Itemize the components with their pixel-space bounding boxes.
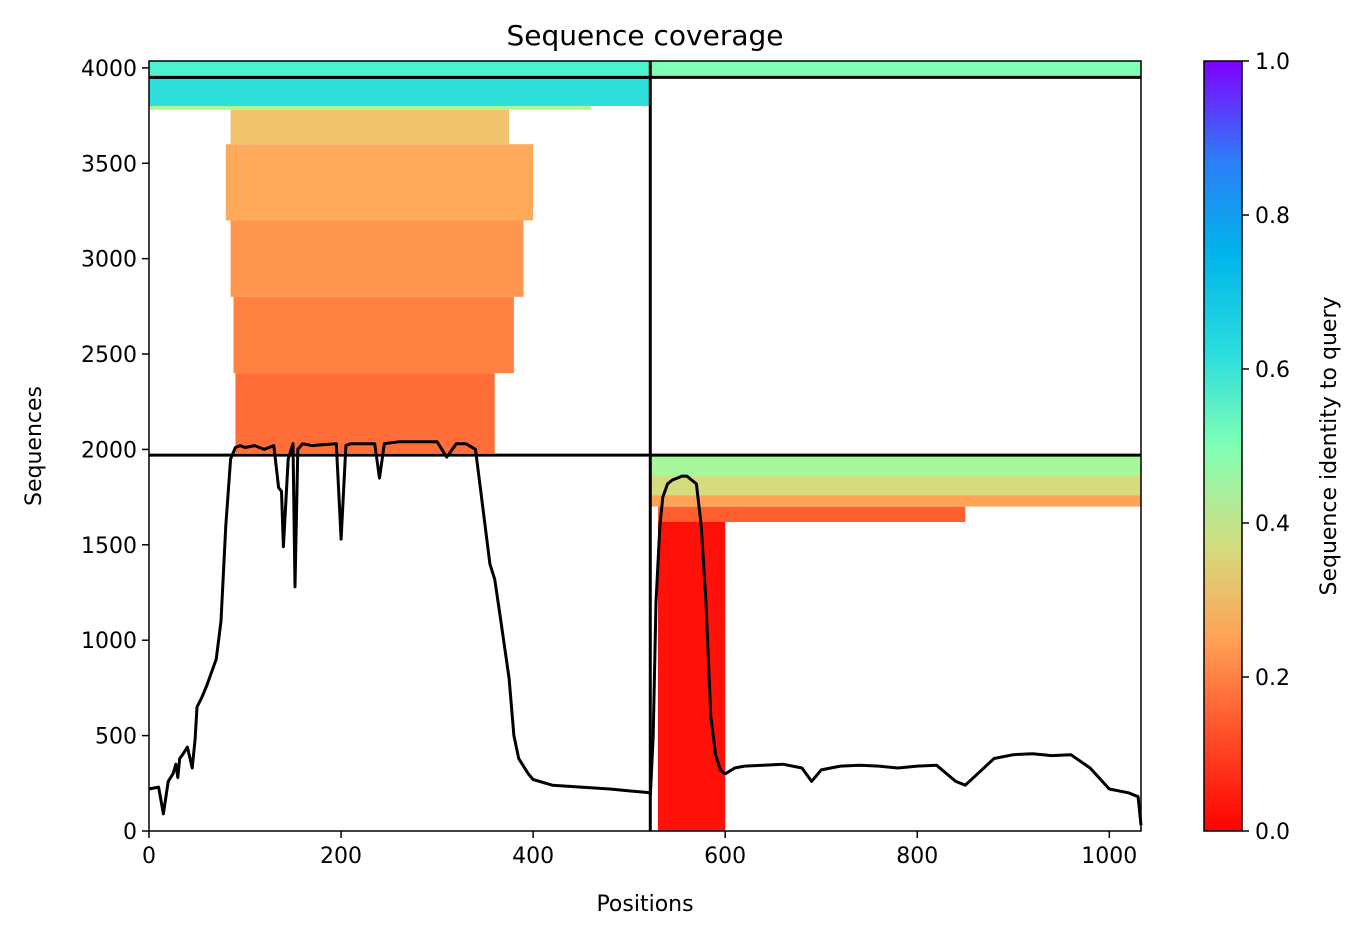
y-tick-label: 3000 bbox=[81, 248, 137, 273]
colorbar-tick-label: 0.0 bbox=[1255, 820, 1290, 845]
x-axis: 0 200 400 600 800 1000 bbox=[142, 831, 1137, 869]
y-tick-label: 1500 bbox=[81, 534, 137, 559]
coverage-block-1 bbox=[650, 61, 1141, 78]
y-axis: 0 500 1000 1500 2000 2500 3000 3500 4000 bbox=[81, 57, 149, 845]
y-tick-label: 2500 bbox=[81, 343, 137, 368]
coverage-block-11 bbox=[650, 495, 1141, 507]
y-axis-label: Sequences bbox=[22, 386, 47, 506]
coverage-block-2 bbox=[149, 77, 651, 106]
y-tick-label: 500 bbox=[95, 725, 137, 750]
y-tick-label: 3500 bbox=[81, 152, 137, 177]
coverage-block-12 bbox=[658, 506, 966, 522]
colorbar-ticks: 0.0 0.2 0.4 0.6 0.8 1.0 bbox=[1242, 50, 1290, 845]
coverage-block-8 bbox=[235, 373, 495, 454]
y-tick-label: 1000 bbox=[81, 629, 137, 654]
chain-boundaries bbox=[149, 61, 1141, 831]
y-tick-label: 4000 bbox=[81, 57, 137, 82]
coverage-block-9 bbox=[650, 455, 1141, 477]
chart-title: Sequence coverage bbox=[506, 19, 783, 52]
coverage-block-7 bbox=[233, 296, 514, 374]
x-axis-label: Positions bbox=[596, 892, 693, 917]
plot-area bbox=[148, 60, 1143, 832]
coverage-blocks bbox=[149, 61, 1141, 831]
coverage-block-10 bbox=[650, 476, 1141, 496]
x-tick-label: 0 bbox=[142, 844, 156, 869]
coverage-block-3 bbox=[149, 106, 591, 110]
x-tick-label: 400 bbox=[512, 844, 554, 869]
coverage-line-chain-a bbox=[148, 440, 651, 816]
y-tick-label: 2000 bbox=[81, 438, 137, 463]
coverage-line-chain-b bbox=[648, 474, 1143, 826]
x-tick-label: 600 bbox=[704, 844, 746, 869]
colorbar-label: Sequence identity to query bbox=[1317, 296, 1342, 595]
x-tick-label: 1000 bbox=[1081, 844, 1137, 869]
colorbar-tick-label: 1.0 bbox=[1255, 50, 1290, 75]
coverage-block-13 bbox=[658, 521, 726, 831]
colorbar: 0.0 0.2 0.4 0.6 0.8 1.0 Sequence identity to … bbox=[1203, 50, 1342, 845]
coverage-block-4 bbox=[230, 109, 510, 145]
colorbar-tick-label: 0.8 bbox=[1255, 204, 1290, 229]
x-tick-label: 800 bbox=[896, 844, 938, 869]
y-tick-label: 0 bbox=[123, 820, 137, 845]
coverage-block-0 bbox=[149, 61, 651, 78]
plot-frame bbox=[148, 60, 1142, 832]
coverage-block-5 bbox=[225, 144, 534, 221]
x-tick-label: 200 bbox=[320, 844, 362, 869]
colorbar-tick-label: 0.6 bbox=[1255, 358, 1290, 383]
colorbar-tick-label: 0.2 bbox=[1255, 666, 1290, 691]
colorbar-gradient bbox=[1203, 60, 1243, 832]
coverage-block-6 bbox=[230, 220, 524, 297]
colorbar-tick-label: 0.4 bbox=[1255, 512, 1290, 537]
